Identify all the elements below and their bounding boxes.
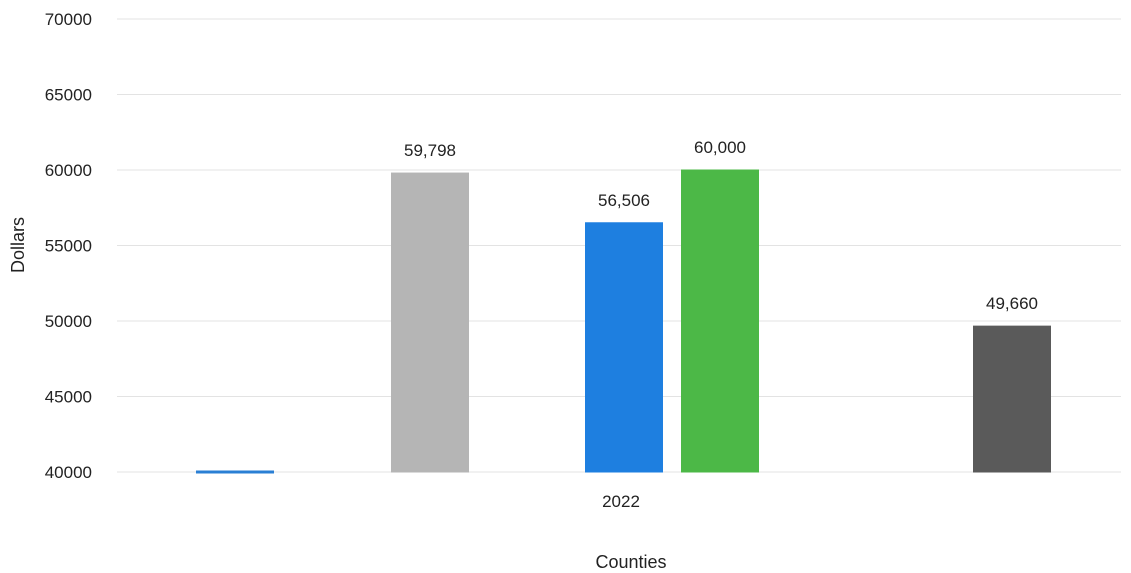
y-tick-label: 65000	[45, 86, 92, 105]
bars	[196, 169, 1051, 474]
y-axis-ticks: 40000 45000 50000 55000 60000 65000 70000	[45, 10, 92, 482]
x-tick-label: 2022	[602, 492, 640, 511]
y-tick-label: 70000	[45, 10, 92, 29]
data-label-3: 56,506	[598, 191, 650, 210]
bar-5	[973, 325, 1051, 473]
x-axis-title: Counties	[595, 552, 666, 572]
bar-1	[196, 470, 274, 474]
y-axis-title: Dollars	[8, 217, 28, 273]
data-label-5: 49,660	[986, 294, 1038, 313]
bar-4	[681, 169, 759, 473]
y-tick-label: 50000	[45, 312, 92, 331]
y-tick-label: 60000	[45, 161, 92, 180]
bar-3	[585, 222, 663, 473]
data-label-4: 60,000	[694, 138, 746, 157]
data-labels: 59,798 56,506 60,000 49,660	[404, 138, 1038, 313]
data-label-2: 59,798	[404, 141, 456, 160]
y-tick-label: 40000	[45, 463, 92, 482]
bar-2	[391, 172, 469, 473]
y-tick-label: 45000	[45, 388, 92, 407]
y-tick-label: 55000	[45, 237, 92, 256]
